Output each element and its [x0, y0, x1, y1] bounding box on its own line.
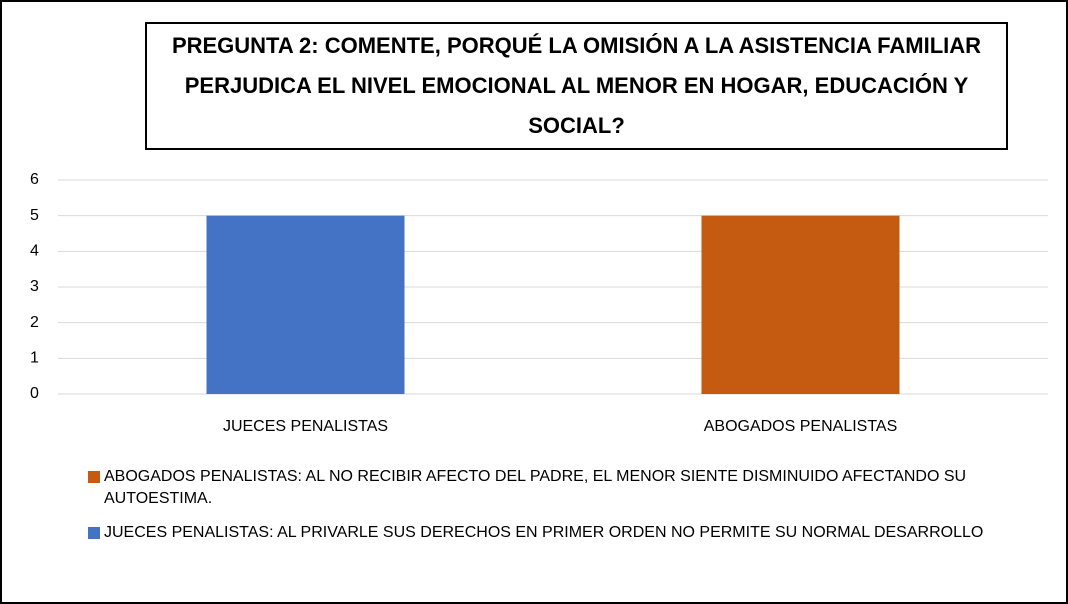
y-tick-label: 4	[30, 243, 39, 260]
y-tick-label: 0	[30, 385, 39, 402]
x-tick-label: JUECES PENALISTAS	[223, 418, 388, 435]
x-tick-label: ABOGADOS PENALISTAS	[704, 418, 898, 435]
bar	[701, 215, 900, 394]
legend-entry: ABOGADOS PENALISTAS: AL NO RECIBIR AFECT…	[88, 466, 1008, 510]
legend-swatch	[88, 471, 100, 483]
legend-label: ABOGADOS PENALISTAS: AL NO RECIBIR AFECT…	[104, 468, 967, 507]
y-tick-label: 2	[30, 314, 39, 331]
y-tick-label: 1	[30, 350, 39, 367]
legend-entry: JUECES PENALISTAS: AL PRIVARLE SUS DEREC…	[88, 522, 1008, 544]
y-tick-label: 3	[30, 278, 39, 295]
legend-swatch	[88, 527, 100, 539]
y-tick-label: 5	[30, 207, 39, 224]
chart-title: PREGUNTA 2: COMENTE, PORQUÉ LA OMISIÓN A…	[145, 22, 1008, 150]
legend-label: JUECES PENALISTAS: AL PRIVARLE SUS DEREC…	[104, 524, 984, 541]
legend: ABOGADOS PENALISTAS: AL NO RECIBIR AFECT…	[88, 466, 1008, 556]
chart: 0 1 2 3 4 5 6 JUECES PENALISTAS ABOGADOS PENALIS…	[30, 171, 1048, 435]
y-tick-label: 6	[30, 171, 39, 188]
bar	[206, 215, 405, 394]
